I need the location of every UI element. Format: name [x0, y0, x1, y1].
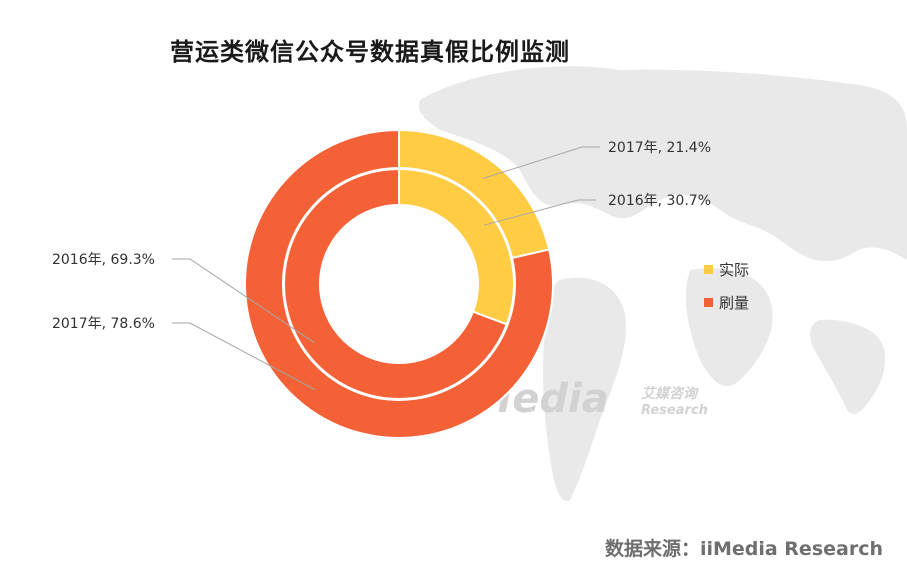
leader-line-2017年-刷量	[172, 322, 316, 391]
data-label-2016年-实际: 2016年, 30.7%	[608, 193, 711, 209]
legend-item-fake: 刷量	[704, 291, 749, 313]
leader-line-2016年-实际	[483, 199, 596, 226]
data-source: 数据来源：iiMedia Research	[604, 538, 883, 560]
legend-label-fake: 刷量	[719, 293, 750, 312]
world-map-background	[418, 66, 907, 501]
legend: 实际 刷量	[704, 258, 749, 324]
legend-swatch-fake	[704, 297, 713, 307]
data-labels: 2017年, 21.4% 2017年, 78.6% 2016年, 30.7% 2016…	[52, 140, 711, 332]
chart-title: 营运类微信公众号数据真假比例监测	[170, 38, 570, 66]
legend-label-actual: 实际	[719, 260, 750, 279]
data-label-2017年-实际: 2017年, 21.4%	[608, 140, 711, 156]
watermark-en: Research	[641, 403, 708, 418]
leader-line-2016年-刷量	[172, 258, 315, 344]
data-label-2016年-刷量: 2016年, 69.3%	[52, 252, 155, 268]
legend-item-actual: 实际	[704, 258, 749, 280]
label-leader-lines	[172, 146, 600, 391]
leader-line-2017年-实际	[482, 146, 600, 179]
data-label-2017年-刷量: 2017年, 78.6%	[52, 316, 155, 332]
slice-2016年-刷量	[283, 167, 508, 400]
donut-slices	[244, 128, 554, 439]
legend-swatch-actual	[704, 264, 713, 274]
watermark-cn: 艾媒咨询	[641, 385, 699, 402]
